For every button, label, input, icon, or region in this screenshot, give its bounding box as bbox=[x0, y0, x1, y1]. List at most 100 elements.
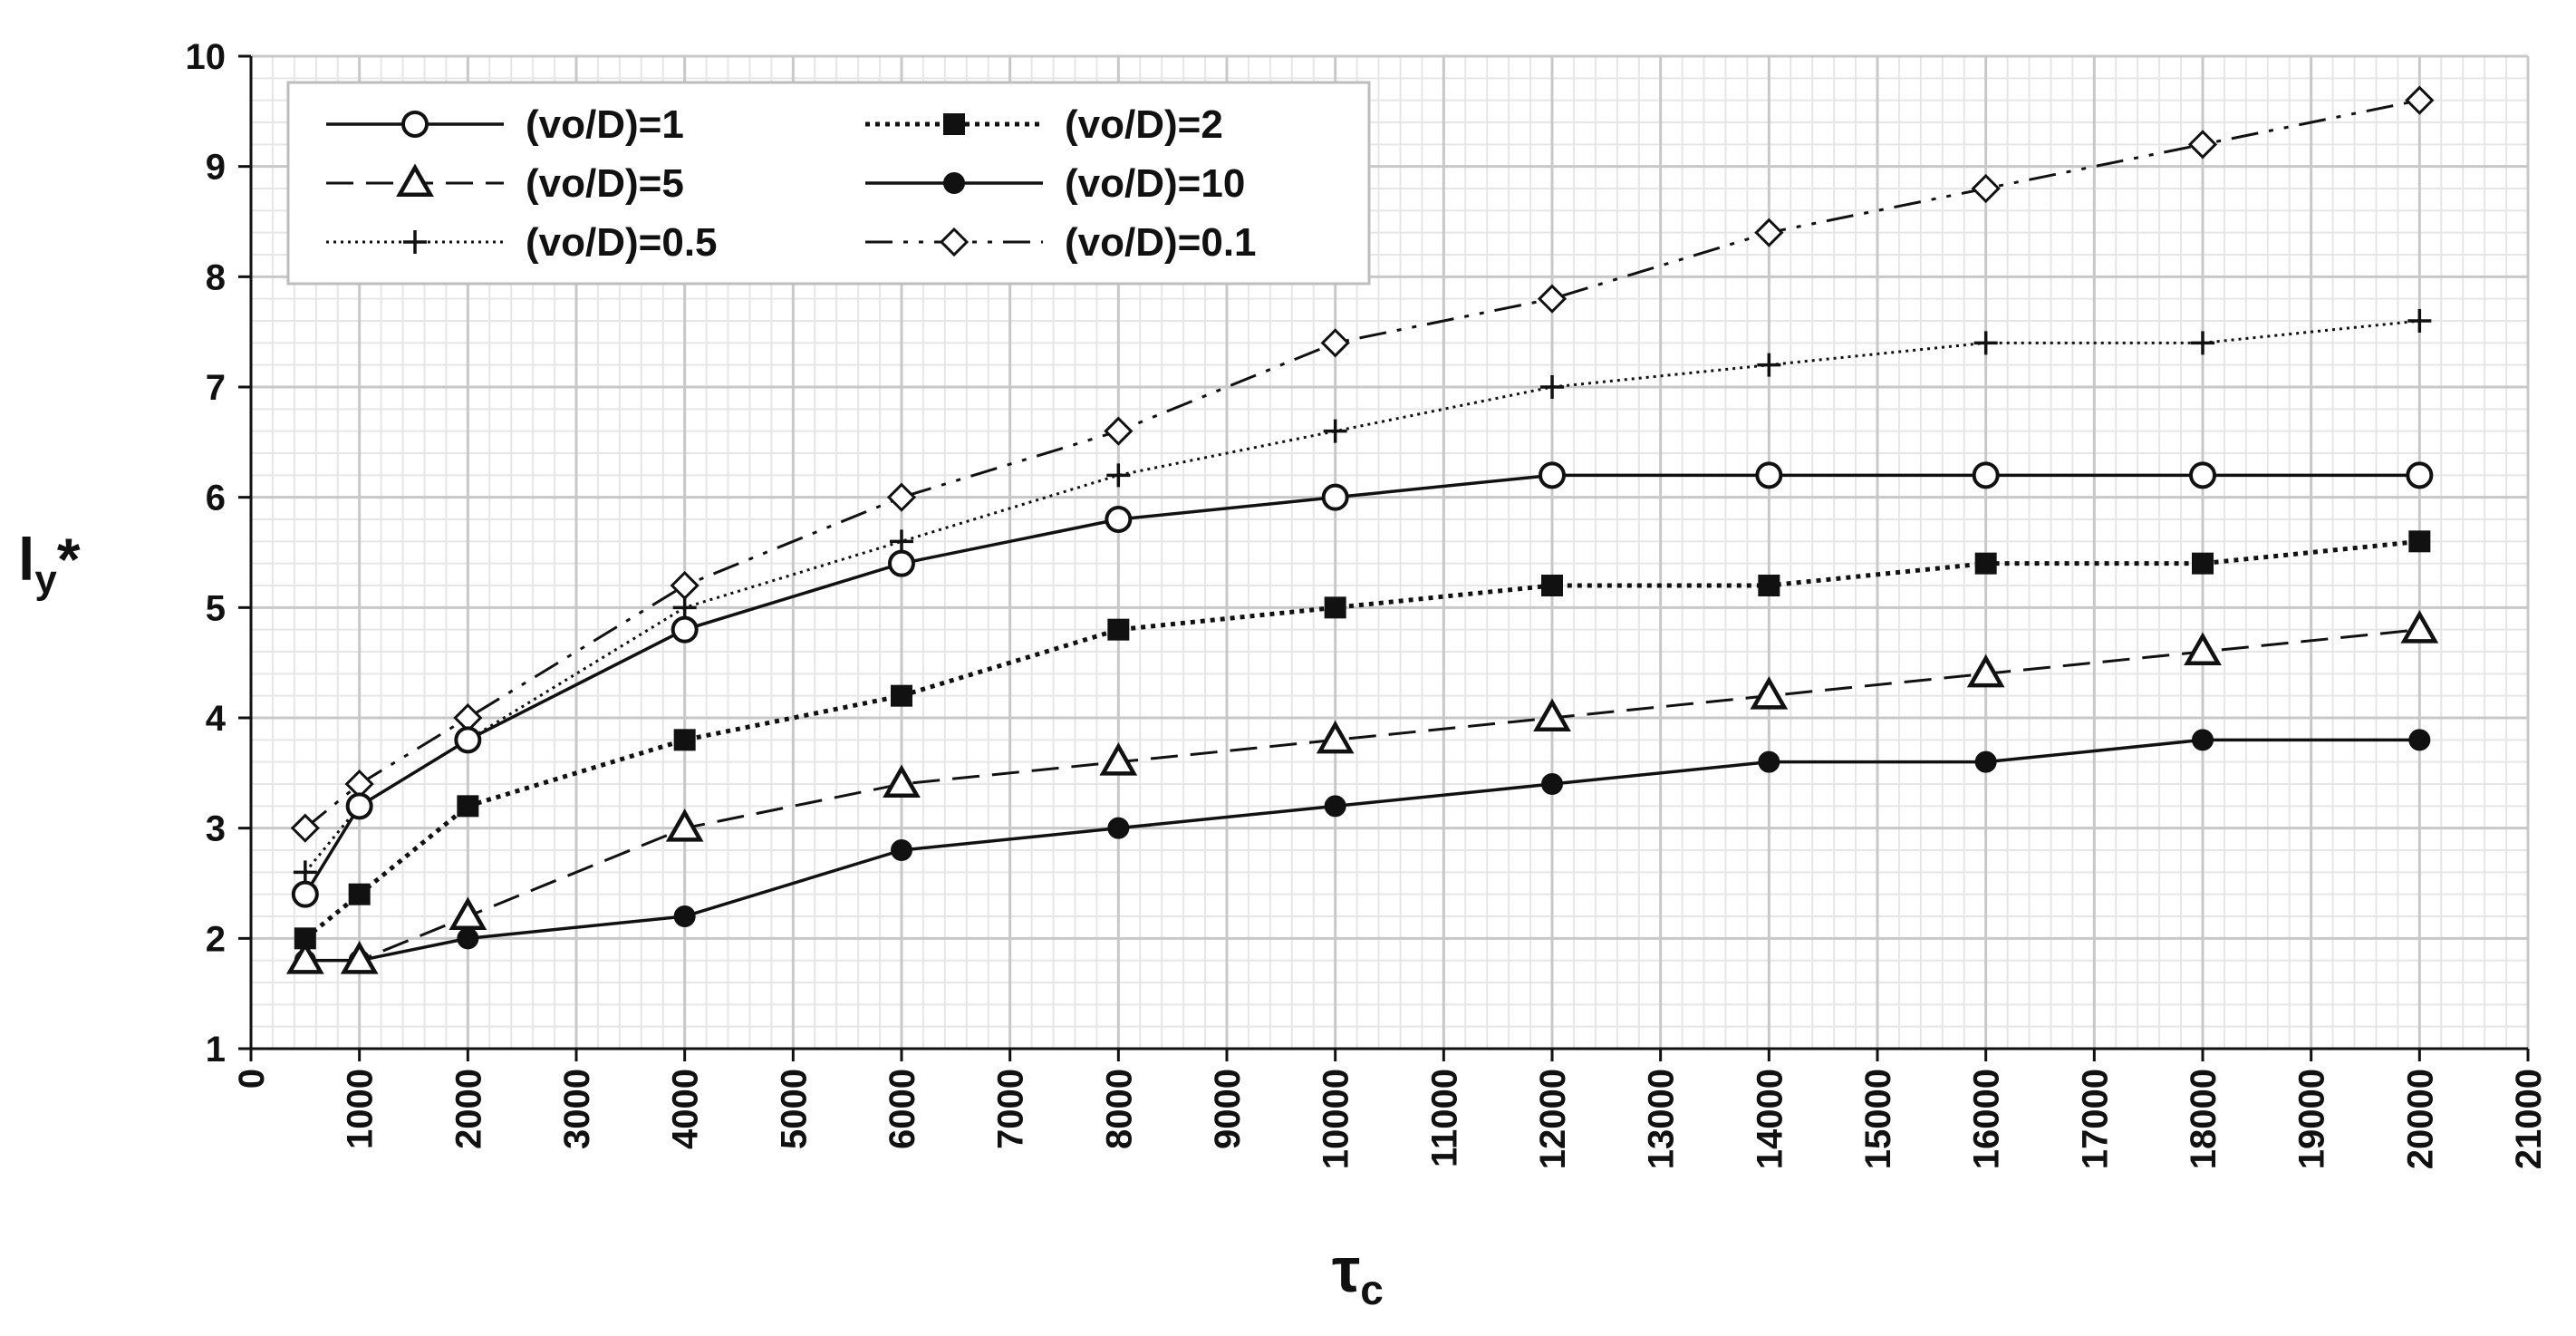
x-tick-label: 1000 bbox=[341, 1069, 381, 1149]
x-tick-label: 16000 bbox=[1967, 1069, 2007, 1169]
data-point bbox=[1972, 461, 2000, 489]
y-tick-label: 7 bbox=[206, 368, 226, 408]
axis-labels: ly* τc bbox=[18, 526, 1384, 1313]
data-point bbox=[2407, 309, 2432, 333]
data-point bbox=[294, 927, 316, 950]
data-point bbox=[1316, 720, 1355, 754]
y-tick-label: 9 bbox=[206, 148, 226, 188]
data-point bbox=[1533, 698, 1571, 731]
data-point bbox=[1537, 284, 1568, 314]
x-tick-label: 8000 bbox=[1099, 1069, 1139, 1149]
data-point bbox=[888, 549, 915, 577]
x-tick-label: 11000 bbox=[1424, 1069, 1464, 1167]
data-point bbox=[1750, 676, 1789, 710]
data-point bbox=[2184, 632, 2222, 665]
data-point bbox=[2406, 461, 2434, 489]
y-tick-label: 2 bbox=[206, 919, 226, 959]
legend-marker bbox=[943, 113, 965, 135]
data-point bbox=[1540, 375, 1564, 399]
x-tick-label: 21000 bbox=[2509, 1069, 2549, 1169]
data-point bbox=[1099, 742, 1138, 776]
data-point bbox=[1107, 817, 1130, 839]
data-point bbox=[457, 927, 479, 950]
series-group bbox=[285, 85, 2439, 974]
data-point bbox=[665, 808, 704, 842]
data-point bbox=[345, 792, 373, 820]
x-tick-label: 18000 bbox=[2184, 1069, 2224, 1169]
data-point bbox=[2189, 461, 2216, 489]
data-point bbox=[1973, 331, 1998, 355]
y-tick-label: 4 bbox=[206, 699, 227, 739]
legend-label: (vo/D)=0.5 bbox=[526, 220, 718, 265]
x-tick-label: 10000 bbox=[1317, 1069, 1356, 1169]
data-point bbox=[2187, 130, 2218, 160]
data-point bbox=[1320, 328, 1350, 358]
series-vo-d-0-5 bbox=[293, 309, 2432, 885]
x-tick-label: 6000 bbox=[883, 1069, 922, 1149]
x-tick-label: 4000 bbox=[666, 1069, 706, 1149]
series-line bbox=[304, 319, 2420, 874]
data-point bbox=[340, 941, 379, 974]
data-point bbox=[454, 726, 482, 754]
x-tick-label: 7000 bbox=[991, 1069, 1031, 1149]
legend-marker bbox=[401, 111, 429, 138]
x-tick-label: 5000 bbox=[774, 1069, 814, 1149]
data-point bbox=[673, 729, 696, 751]
series-vo-d-2 bbox=[294, 530, 2431, 950]
data-point bbox=[1539, 461, 1566, 489]
legend-label: (vo/D)=10 bbox=[1065, 161, 1245, 206]
legend: (vo/D)=1 (vo/D)=2 (vo/D)=5 (vo/D)=10 (vo/D)=… bbox=[286, 81, 1371, 286]
data-point bbox=[1974, 552, 1997, 575]
x-tick-label: 15000 bbox=[1858, 1069, 1898, 1169]
data-point bbox=[348, 883, 371, 905]
x-tick-label: 3000 bbox=[557, 1069, 597, 1149]
data-point bbox=[2192, 729, 2214, 751]
x-tick-label: 19000 bbox=[2292, 1069, 2332, 1169]
series-vo-d-0-1 bbox=[290, 85, 2435, 843]
data-point bbox=[1105, 506, 1133, 533]
series-line bbox=[304, 473, 2420, 896]
x-tick-label: 17000 bbox=[2075, 1069, 2115, 1169]
data-point bbox=[1106, 463, 1131, 488]
data-point bbox=[2408, 729, 2431, 751]
data-point bbox=[1757, 353, 1781, 377]
legend-label: (vo/D)=2 bbox=[1065, 102, 1223, 147]
legend-entry: (vo/D)=0.1 bbox=[865, 220, 1257, 265]
series-vo-d-1 bbox=[291, 461, 2434, 908]
legend-marker bbox=[939, 227, 970, 257]
data-point bbox=[1758, 750, 1780, 773]
x-tick-label: 14000 bbox=[1750, 1069, 1790, 1169]
data-point bbox=[1323, 419, 1347, 443]
data-point bbox=[1541, 575, 1563, 596]
data-point bbox=[1324, 596, 1346, 619]
y-tick-label: 3 bbox=[206, 809, 226, 849]
data-point bbox=[285, 941, 324, 974]
data-point bbox=[1755, 461, 1783, 489]
legend-entry: (vo/D)=1 bbox=[326, 102, 684, 147]
data-point bbox=[2192, 552, 2214, 575]
data-point bbox=[2408, 530, 2431, 553]
series-line bbox=[304, 738, 2420, 963]
data-point bbox=[1971, 173, 2001, 204]
data-point bbox=[2191, 331, 2214, 355]
data-point bbox=[1104, 416, 1134, 446]
series-vo-d-5 bbox=[285, 610, 2439, 974]
x-tick-label: 2000 bbox=[449, 1069, 488, 1149]
data-point bbox=[457, 795, 479, 818]
data-point bbox=[1758, 575, 1780, 596]
data-point bbox=[1321, 483, 1349, 511]
data-point bbox=[1966, 653, 2005, 688]
legend-label: (vo/D)=5 bbox=[526, 161, 684, 206]
x-tick-label: 0 bbox=[232, 1069, 272, 1089]
legend-marker bbox=[943, 172, 965, 194]
axes: 1 2 3 4 5 6 7 8 9 10 0 1000 2000 3000 4000 5000 6000 7000… bbox=[186, 37, 2550, 1169]
data-point bbox=[671, 615, 699, 644]
data-point bbox=[883, 764, 921, 798]
legend-marker bbox=[403, 230, 427, 254]
y-tick-label: 10 bbox=[186, 37, 227, 77]
legend-entry: (vo/D)=0.5 bbox=[326, 220, 718, 265]
x-axis-title: τc bbox=[1332, 1234, 1384, 1313]
y-tick-label: 5 bbox=[206, 588, 226, 628]
data-point bbox=[672, 595, 697, 620]
legend-marker bbox=[396, 163, 434, 197]
